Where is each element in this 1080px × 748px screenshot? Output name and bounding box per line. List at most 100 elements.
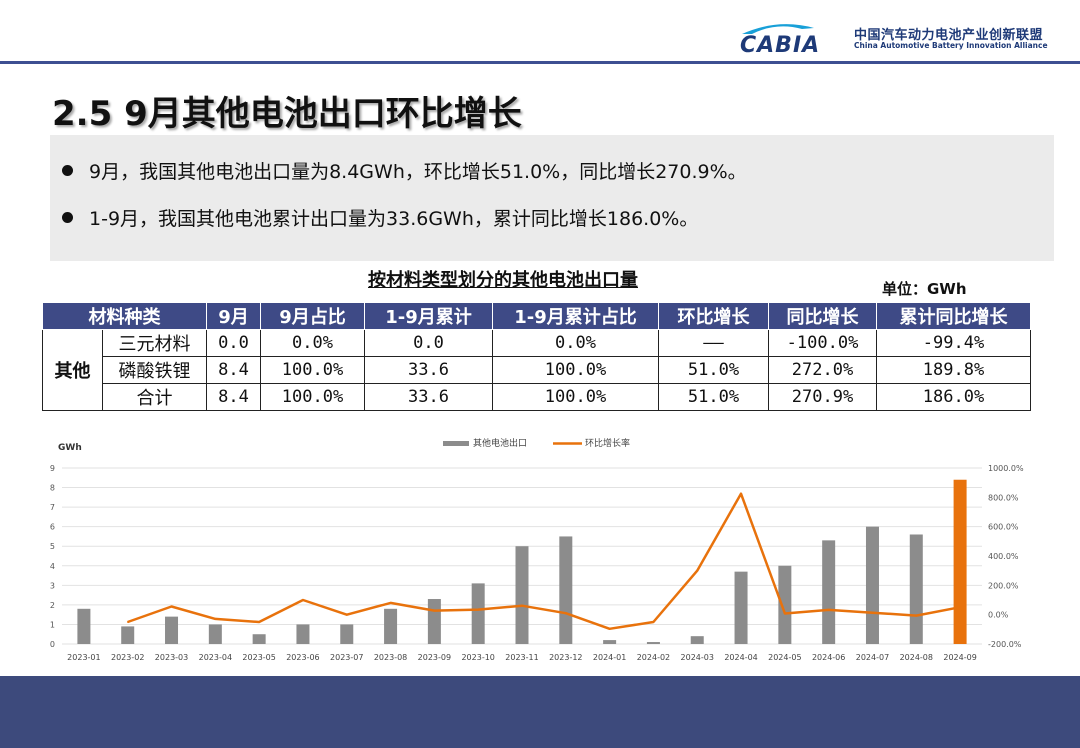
table-group-cell: 其他	[42, 329, 103, 411]
x-tick-label: 2023-12	[549, 653, 582, 662]
x-tick-label: 2024-07	[856, 653, 889, 662]
mom-growth-line	[127, 492, 961, 631]
line-point	[389, 602, 392, 604]
bullet-dot-icon	[62, 212, 73, 223]
cabia-logo: CABIA 中国汽车动力电池产业创新联盟 China Automotive Ba…	[738, 20, 1048, 60]
x-tick-label: 2024-02	[637, 653, 670, 662]
table-header-cell: 1-9月累计占比	[492, 302, 659, 330]
x-tick-label: 2024-06	[812, 653, 845, 662]
bar	[252, 634, 266, 644]
y-tick-label-left: 0	[50, 640, 55, 649]
summary-box: 9月，我国其他电池出口量为8.4GWh，环比增长51.0%，同比增长270.9%…	[50, 135, 1054, 261]
cabia-logo-mark: CABIA	[740, 24, 820, 58]
line-point	[345, 613, 348, 616]
x-tick-label: 2023-01	[67, 653, 100, 662]
line-point	[871, 611, 874, 614]
table-cell: 33.6	[364, 356, 493, 384]
x-tick-label: 2023-02	[111, 653, 144, 662]
bar	[296, 624, 310, 644]
line-point	[784, 612, 786, 615]
x-tick-label: 2023-09	[418, 653, 451, 662]
table-row: 合计 8.4 100.0% 33.6 100.0% 51.0% 270.9% 1…	[43, 383, 1031, 411]
bar	[822, 540, 836, 644]
bar	[165, 616, 179, 644]
x-tick-label: 2024-04	[724, 653, 757, 662]
table-cell: 186.0%	[876, 383, 1031, 411]
table-cell: 磷酸铁锂	[102, 356, 207, 384]
legend-label: 环比增长率	[585, 437, 630, 449]
table-header-cell: 1-9月累计	[364, 302, 493, 330]
table-cell: 三元材料	[102, 329, 207, 357]
table-cell: 0.0	[364, 329, 493, 357]
bar	[734, 571, 748, 644]
table-cell: 51.0%	[658, 383, 769, 411]
y-tick-label-left: 5	[50, 542, 55, 551]
table-cell: 0.0	[206, 329, 261, 357]
bar	[340, 624, 354, 644]
table-cell: 8.4	[206, 383, 261, 411]
footer-band	[0, 676, 1080, 748]
y-tick-label-left: 2	[50, 601, 55, 610]
y-axis-unit: GWh	[58, 443, 82, 453]
line-point	[827, 609, 830, 611]
line-point	[302, 599, 304, 601]
line-point	[126, 621, 129, 623]
x-tick-label: 2023-07	[330, 653, 363, 662]
y-tick-label-right: 400.0%	[988, 552, 1019, 561]
table-cell: 8.4	[206, 356, 261, 384]
table-cell: 100.0%	[260, 383, 365, 411]
bar	[690, 636, 704, 644]
line-point	[258, 621, 260, 623]
table-cell: 270.9%	[768, 383, 877, 411]
bar	[77, 608, 91, 644]
table-cell: 33.6	[364, 383, 493, 411]
x-tick-label: 2023-04	[199, 653, 232, 662]
table-cell: -100.0%	[768, 329, 877, 357]
table-header-cell: 材料种类	[42, 302, 207, 330]
table-cell: 0.0%	[260, 329, 365, 357]
table-cell: 51.0%	[658, 356, 769, 384]
line-point	[696, 569, 699, 572]
y-tick-label-left: 1	[50, 620, 55, 629]
table-header-row: 材料种类 9月 9月占比 1-9月累计 1-9月累计占比 环比增长 同比增长 累…	[42, 302, 1031, 330]
table-cell: ——	[658, 329, 769, 357]
table-header-cell: 环比增长	[658, 302, 769, 330]
bar	[471, 583, 485, 644]
x-tick-label: 2023-05	[242, 653, 275, 662]
y-tick-label-left: 4	[50, 562, 55, 571]
line-point	[608, 628, 611, 630]
export-table: 材料种类 9月 9月占比 1-9月累计 1-9月累计占比 环比增长 同比增长 累…	[42, 302, 1031, 411]
y-tick-label-right: 800.0%	[988, 493, 1019, 502]
export-chart: 0 1 2 3 4 5 6 7 8 9 -200.0% 0.0% 200.0% 400.0% 600.0% 8…	[50, 437, 1024, 662]
bar	[909, 534, 923, 644]
x-tick-label: 2023-06	[286, 653, 319, 662]
line-point	[214, 618, 217, 620]
x-tick-label: 2023-03	[155, 653, 188, 662]
svg-text:CABIA: CABIA	[740, 33, 820, 58]
bar	[778, 565, 792, 644]
x-tick-label: 2024-08	[900, 653, 933, 662]
line-point	[740, 492, 742, 495]
table-unit: 单位：GWh	[882, 280, 967, 298]
summary-bullet: 1-9月，我国其他电池累计出口量为33.6GWh，累计同比增长186.0%。	[62, 204, 698, 231]
y-tick-label-right: 200.0%	[988, 581, 1019, 590]
y-tick-label-right: 1000.0%	[988, 464, 1024, 473]
bar	[384, 608, 398, 644]
table-cell: 100.0%	[492, 383, 659, 411]
bar	[646, 642, 660, 644]
table-row: 其他 三元材料 0.0 0.0% 0.0 0.0% —— -100.0% -99…	[42, 329, 1031, 411]
table-header-cell: 9月占比	[260, 302, 365, 330]
y-tick-label-right: 0.0%	[988, 611, 1009, 620]
line-point	[915, 614, 918, 617]
x-tick-label: 2023-11	[505, 653, 538, 662]
x-tick-label: 2023-10	[461, 653, 494, 662]
legend-label: 其他电池出口	[473, 437, 527, 449]
bar	[559, 536, 573, 644]
line-point	[565, 612, 567, 614]
table-cell: 100.0%	[492, 356, 659, 384]
bar	[865, 526, 879, 644]
table-cell: -99.4%	[876, 329, 1031, 357]
table-row: 磷酸铁锂 8.4 100.0% 33.6 100.0% 51.0% 272.0%…	[43, 356, 1031, 384]
alliance-name-en: China Automotive Battery Innovation Alli…	[854, 41, 1048, 50]
x-tick-label: 2023-08	[374, 653, 407, 662]
